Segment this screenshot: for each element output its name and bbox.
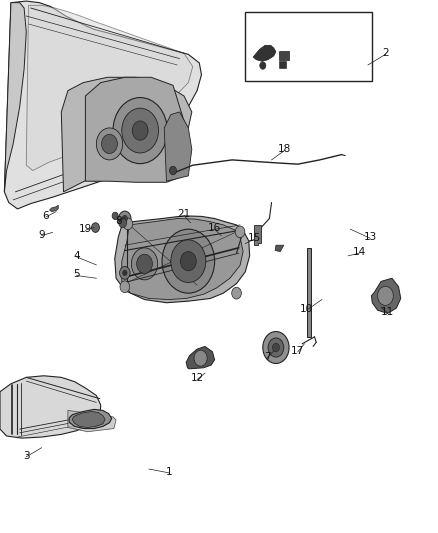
Bar — [245, 12, 372, 81]
Text: 19: 19 — [79, 224, 92, 234]
Circle shape — [132, 121, 148, 140]
Polygon shape — [186, 346, 215, 369]
Polygon shape — [72, 411, 105, 427]
Circle shape — [122, 215, 127, 222]
Circle shape — [112, 212, 118, 220]
Circle shape — [162, 229, 215, 293]
Polygon shape — [26, 5, 193, 171]
Polygon shape — [0, 376, 101, 438]
Polygon shape — [254, 225, 261, 245]
Text: 1: 1 — [165, 467, 172, 477]
Polygon shape — [275, 245, 284, 252]
Polygon shape — [49, 205, 58, 212]
Circle shape — [102, 134, 117, 154]
Bar — [279, 51, 289, 60]
Polygon shape — [122, 219, 243, 300]
Circle shape — [180, 252, 196, 271]
Text: 15: 15 — [247, 233, 261, 243]
Polygon shape — [253, 45, 276, 61]
Polygon shape — [85, 77, 188, 182]
Text: 16: 16 — [208, 223, 221, 233]
Circle shape — [119, 218, 127, 228]
Text: 7: 7 — [264, 352, 271, 362]
Text: 8: 8 — [115, 216, 122, 226]
Polygon shape — [371, 278, 401, 313]
Circle shape — [122, 108, 159, 153]
Circle shape — [123, 218, 133, 230]
Circle shape — [123, 270, 127, 276]
Circle shape — [263, 332, 289, 364]
Circle shape — [120, 281, 130, 293]
Text: 14: 14 — [353, 247, 366, 257]
Circle shape — [171, 240, 206, 282]
Circle shape — [120, 266, 130, 279]
Circle shape — [96, 128, 123, 160]
Polygon shape — [307, 248, 311, 337]
Circle shape — [119, 211, 131, 226]
Polygon shape — [115, 216, 250, 303]
Bar — [279, 61, 286, 68]
Circle shape — [131, 248, 158, 280]
Polygon shape — [164, 112, 192, 181]
Text: 6: 6 — [42, 211, 49, 221]
Circle shape — [194, 350, 207, 366]
Circle shape — [92, 223, 99, 232]
Polygon shape — [69, 409, 112, 429]
Text: 2: 2 — [382, 49, 389, 58]
Polygon shape — [68, 410, 116, 432]
Text: 12: 12 — [191, 374, 204, 383]
Text: 11: 11 — [381, 307, 394, 317]
Polygon shape — [4, 1, 201, 209]
Circle shape — [378, 286, 393, 305]
Circle shape — [260, 62, 266, 69]
Circle shape — [272, 343, 279, 352]
Circle shape — [170, 166, 177, 175]
Text: 18: 18 — [278, 144, 291, 154]
Text: 21: 21 — [177, 209, 191, 219]
Text: 3: 3 — [23, 451, 30, 461]
Circle shape — [137, 254, 152, 273]
Circle shape — [268, 338, 284, 357]
Text: 4: 4 — [73, 251, 80, 261]
Circle shape — [235, 226, 245, 238]
Polygon shape — [61, 77, 192, 192]
Text: 13: 13 — [364, 232, 377, 242]
Text: 17: 17 — [291, 346, 304, 356]
Circle shape — [113, 98, 167, 164]
Polygon shape — [4, 3, 26, 192]
Text: 10: 10 — [300, 304, 313, 314]
Text: 9: 9 — [38, 230, 45, 239]
Circle shape — [232, 287, 241, 299]
Text: 5: 5 — [73, 270, 80, 279]
